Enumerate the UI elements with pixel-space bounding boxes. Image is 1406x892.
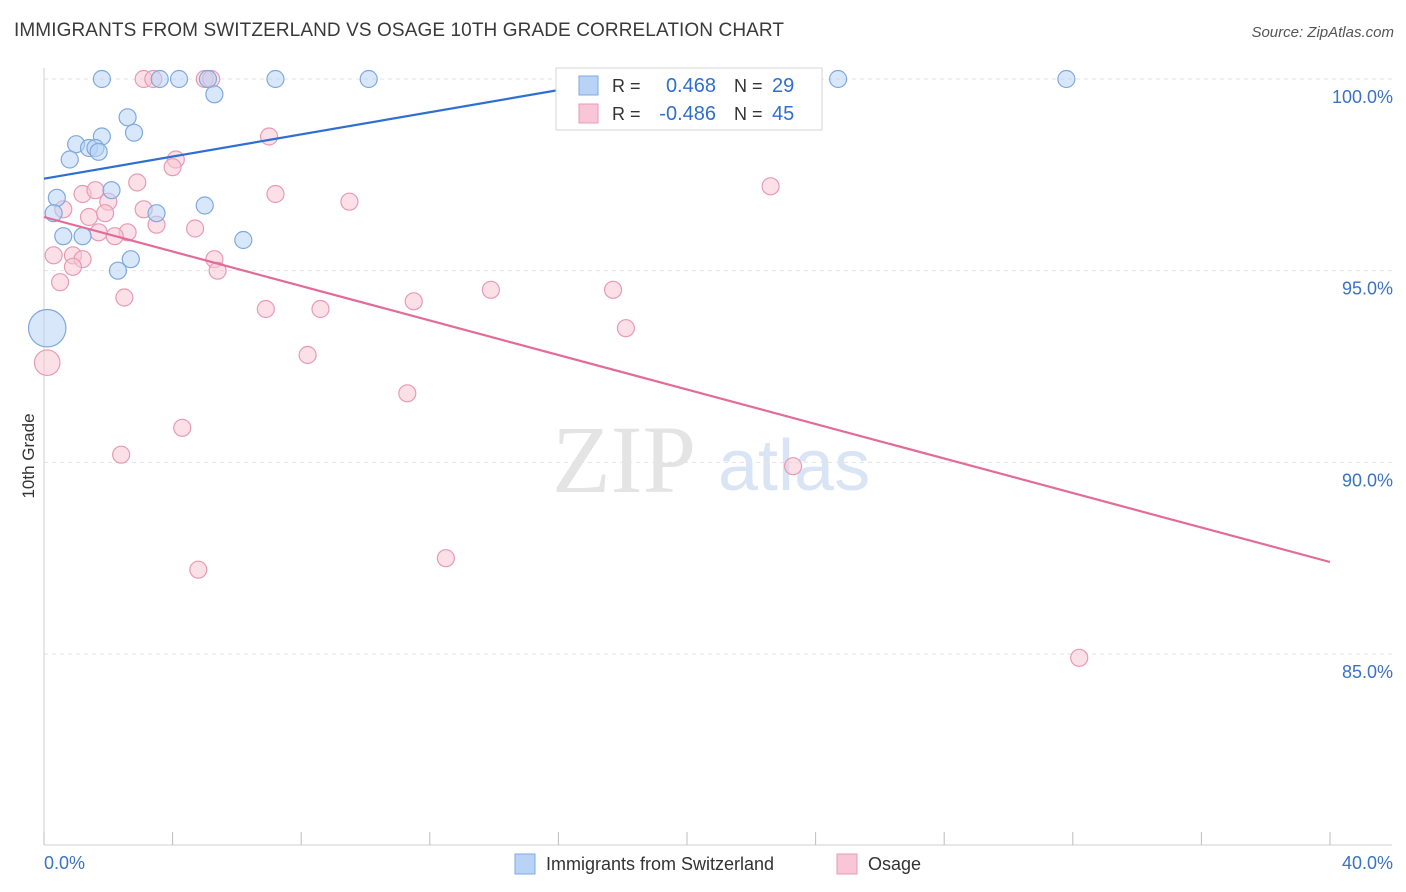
legend-swatch-osage	[836, 853, 858, 875]
point-switzerland-5	[359, 69, 378, 89]
x-ticks	[43, 832, 1331, 845]
stats-n-value-1: 29	[772, 75, 794, 97]
y-tick-labels: 100.0% 95.0% 90.0% 85.0%	[1332, 87, 1393, 682]
point-osage-19	[186, 219, 205, 238]
y-axis-title: 10th Grade	[19, 413, 38, 498]
point-switzerland-8	[1057, 69, 1076, 89]
legend-label-osage: Osage	[868, 854, 921, 874]
point-osage-45	[1070, 648, 1089, 667]
point-switzerland-23	[54, 227, 73, 246]
legend-swatch-switzerland	[514, 853, 536, 875]
point-osage-42	[783, 457, 803, 476]
point-osage-6	[163, 158, 182, 177]
point-switzerland-10	[118, 108, 137, 127]
point-osage-34	[256, 299, 275, 319]
chart-title: IMMIGRANTS FROM SWITZERLAND VS OSAGE 10T…	[14, 20, 785, 41]
trend-line-switzerland	[43, 77, 623, 180]
point-switzerland-11	[124, 123, 144, 142]
axes	[43, 68, 1392, 846]
series-switzerland	[27, 69, 1076, 348]
point-osage-16	[79, 207, 99, 227]
point-osage-31	[603, 280, 623, 299]
y-tick-label-0: 100.0%	[1332, 87, 1393, 107]
point-osage-43	[436, 549, 455, 568]
stats-r-label-1: R =	[612, 76, 641, 96]
trend-line-osage	[43, 215, 1331, 564]
trend-lines	[43, 77, 1331, 564]
point-osage-40	[173, 418, 192, 437]
point-switzerland-4	[266, 69, 285, 89]
x-tick-label-max: 40.0%	[1342, 853, 1393, 873]
point-osage-38	[33, 349, 61, 377]
point-osage-41	[112, 445, 131, 464]
point-switzerland-25	[234, 230, 253, 250]
x-tick-label-min: 0.0%	[44, 853, 85, 873]
point-switzerland-18	[102, 181, 121, 200]
point-osage-36	[616, 319, 636, 338]
point-osage-23	[44, 246, 63, 265]
point-switzerland-19	[47, 188, 66, 207]
stats-r-label-2: R =	[612, 104, 641, 124]
stats-box-frame	[555, 67, 823, 131]
series-osage	[33, 69, 1089, 667]
point-switzerland-24	[73, 227, 92, 246]
point-osage-39	[398, 384, 417, 403]
y-tick-label-3: 85.0%	[1342, 662, 1393, 682]
point-osage-4	[259, 127, 279, 146]
point-switzerland-1	[150, 69, 169, 89]
point-switzerland-2	[169, 69, 189, 89]
point-osage-35	[311, 299, 330, 319]
point-osage-28	[208, 261, 227, 280]
point-osage-17	[95, 204, 115, 223]
point-osage-8	[761, 177, 780, 196]
point-osage-32	[115, 288, 134, 307]
stats-r-value-1: 0.468	[666, 75, 716, 97]
point-switzerland-27	[108, 261, 128, 280]
point-switzerland-0	[92, 69, 111, 89]
y-tick-label-2: 90.0%	[1342, 470, 1393, 490]
point-osage-30	[481, 280, 500, 299]
point-osage-37	[298, 345, 317, 365]
legend: Immigrants from Switzerland Osage	[514, 853, 921, 875]
point-osage-9	[266, 184, 285, 204]
point-osage-27	[63, 257, 83, 276]
point-switzerland-7	[829, 69, 848, 89]
point-switzerland-20	[195, 196, 214, 215]
point-osage-29	[50, 273, 70, 292]
point-switzerland-28	[27, 308, 67, 348]
y-tick-label-1: 95.0%	[1342, 279, 1393, 299]
point-osage-44	[189, 560, 208, 579]
watermark-zip: ZIP	[552, 406, 696, 513]
source-label: Source: ZipAtlas.com	[1251, 24, 1394, 41]
legend-label-switzerland: Immigrants from Switzerland	[546, 854, 774, 874]
point-switzerland-16	[89, 142, 108, 161]
point-switzerland-9	[205, 85, 224, 104]
point-osage-7	[128, 173, 147, 192]
gridlines	[44, 78, 1392, 655]
stats-n-value-2: 45	[772, 103, 794, 125]
point-switzerland-3	[198, 69, 218, 89]
stats-swatch-blue	[578, 75, 599, 96]
stats-n-label-2: N =	[734, 104, 763, 124]
stats-r-value-2: -0.486	[659, 103, 716, 125]
point-switzerland-17	[60, 150, 79, 169]
point-switzerland-26	[121, 250, 140, 269]
point-osage-13	[340, 192, 359, 211]
point-switzerland-22	[147, 204, 166, 223]
point-osage-33	[404, 292, 423, 311]
stats-box: R = 0.468 N = 29 R = -0.486 N = 45	[555, 67, 823, 131]
stats-n-label-1: N =	[734, 76, 763, 96]
stats-swatch-pink	[578, 103, 599, 124]
